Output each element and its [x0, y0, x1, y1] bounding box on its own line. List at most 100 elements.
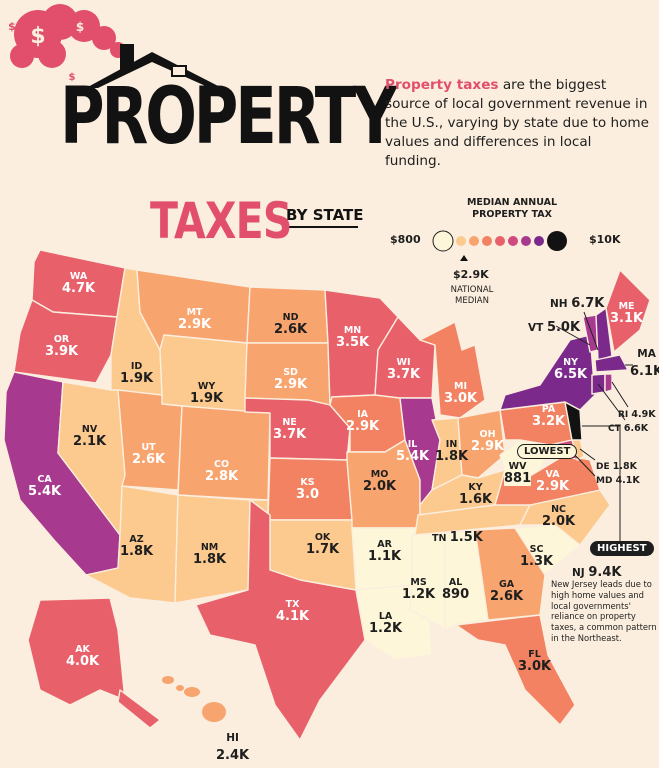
state-ga	[474, 527, 546, 621]
label-nj: NJ 9.4K	[572, 565, 622, 580]
label-vt: VT 5.0K	[528, 320, 581, 335]
label-nm: NM 1.8K	[193, 542, 227, 567]
label-ky: KY 1.6K	[459, 482, 493, 507]
label-wv: WV 881	[504, 461, 532, 486]
label-mt: MT 2.9K	[178, 307, 212, 332]
label-ms: MS 1.2K	[402, 577, 436, 602]
label-ok: OK 1.7K	[306, 532, 340, 557]
legend-swatch	[495, 236, 505, 246]
intro-highlight: Property taxes	[385, 77, 499, 93]
intro-text: Property taxes are the biggest source of…	[385, 76, 650, 171]
label-ne: NE 3.7K	[273, 417, 307, 442]
legend-swatch	[508, 236, 518, 246]
label-mn: MN 3.5K	[336, 325, 370, 350]
svg-text:$: $	[55, 5, 61, 15]
label-md: MD 4.1K	[596, 475, 640, 486]
label-me: ME 3.1K	[610, 301, 644, 326]
label-ia: IA 2.9K	[346, 409, 380, 434]
label-hi: HI 2.4K	[216, 732, 250, 763]
state-ri	[604, 373, 613, 393]
label-ut: UT 2.6K	[132, 442, 166, 467]
label-mi: MI 3.0K	[444, 381, 478, 406]
state-ma	[594, 354, 629, 373]
label-wi: WI 3.7K	[387, 357, 421, 382]
label-tn: TN 1.5K	[432, 530, 483, 545]
state-ut	[117, 389, 183, 491]
label-ny: NY 6.5K	[554, 357, 588, 382]
callout-lines	[555, 311, 633, 545]
label-ar: AR 1.1K	[368, 539, 402, 564]
label-nd: ND 2.6K	[274, 312, 308, 337]
state-hi	[162, 676, 226, 722]
legend-scale	[432, 230, 567, 261]
legend-swatch	[456, 236, 466, 246]
title-underline	[286, 226, 358, 228]
label-tx: TX 4.1K	[276, 599, 310, 624]
legend-swatch	[534, 236, 544, 246]
label-fl: FL 3.0K	[518, 649, 552, 674]
badge-highest: HIGHEST	[590, 541, 654, 556]
median-marker-icon	[460, 255, 468, 261]
legend-swatch	[547, 231, 567, 251]
legend-median-label: NATIONAL MEDIAN	[450, 285, 494, 306]
svg-text:$: $	[8, 20, 16, 33]
label-ri: RI 4.9K	[618, 409, 656, 420]
legend-swatch	[432, 230, 454, 252]
nj-note: New Jersey leads due to high home values…	[551, 579, 657, 643]
state-wi	[374, 316, 436, 399]
legend-min-label: $800	[390, 233, 421, 246]
svg-text:$: $	[69, 72, 76, 83]
label-la: LA 1.2K	[369, 611, 403, 636]
label-al: AL 890	[442, 577, 470, 602]
state-mi	[419, 321, 486, 419]
label-mo: MO 2.0K	[363, 469, 397, 494]
label-sc: SC 1.3K	[520, 544, 554, 569]
label-il: IL 5.4K	[396, 439, 430, 464]
state-ak-tail	[117, 689, 161, 729]
label-wa: WA 4.7K	[62, 271, 96, 296]
map-states	[3, 249, 651, 741]
label-in: IN 1.8K	[435, 439, 469, 464]
legend-swatch	[482, 236, 492, 246]
state-ak	[27, 597, 126, 706]
label-wy: WY 1.9K	[190, 381, 224, 406]
house-roof-icon	[86, 44, 222, 88]
label-id: ID 1.9K	[120, 361, 154, 386]
intro-body: are the biggest source of local governme…	[385, 77, 650, 169]
label-pa: PA 3.2K	[532, 404, 566, 429]
legend-swatch	[521, 236, 531, 246]
svg-text:$: $	[30, 24, 45, 49]
label-ak: AK 4.0K	[66, 644, 100, 669]
label-de: DE 1.8K	[596, 461, 637, 472]
legend-swatch	[469, 236, 479, 246]
label-nc: NC 2.0K	[542, 504, 576, 529]
label-nh: NH 6.7K	[550, 296, 605, 311]
title-sub: TAXES	[150, 192, 292, 250]
label-va: VA 2.9K	[536, 469, 570, 494]
legend-title: MEDIAN ANNUAL PROPERTY TAX	[466, 197, 558, 220]
state-co	[177, 405, 271, 501]
legend-median-value: $2.9K	[453, 268, 489, 281]
title-main: PROPERTY	[60, 72, 397, 162]
label-co: CO 2.8K	[205, 459, 239, 484]
state-ny	[499, 334, 596, 411]
label-az: AZ 1.8K	[120, 534, 154, 559]
badge-lowest: LOWEST	[517, 444, 578, 459]
title-by-state: BY STATE	[286, 206, 364, 224]
label-ga: GA 2.6K	[490, 579, 524, 604]
label-ks: KS 3.0	[296, 477, 320, 502]
state-fl	[455, 614, 576, 726]
legend-max-label: $10K	[589, 233, 621, 246]
label-ct: CT 6.6K	[608, 423, 649, 434]
state-me	[605, 269, 651, 353]
label-ca: CA 5.4K	[28, 474, 62, 499]
money-smoke-icon: $ $ $ $ $	[8, 4, 126, 83]
state-or	[13, 299, 118, 384]
state-oh	[457, 409, 506, 479]
svg-text:$: $	[76, 20, 84, 34]
label-or: OR 3.9K	[45, 334, 79, 359]
state-tx	[195, 499, 366, 741]
label-sd: SD 2.9K	[274, 367, 308, 392]
